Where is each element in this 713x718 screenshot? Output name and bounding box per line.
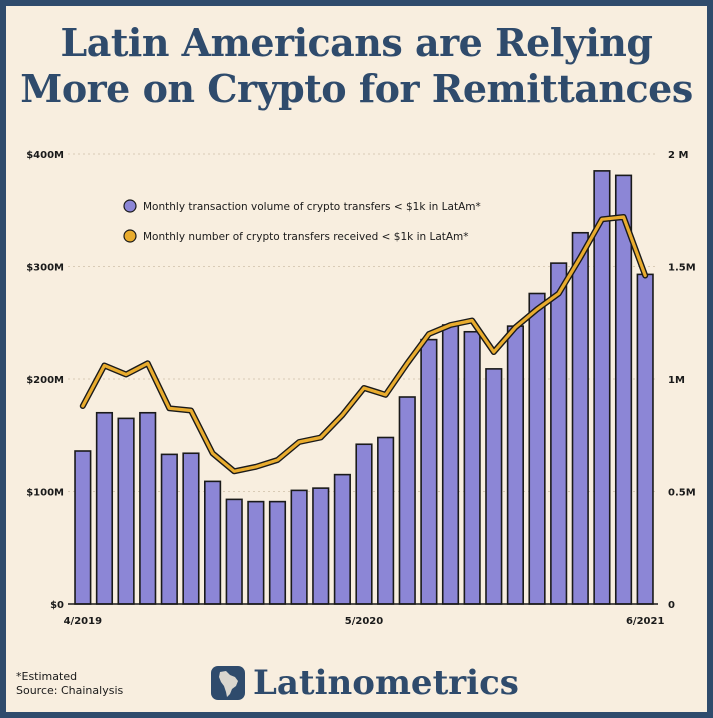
y-left-tick-label: $0 — [50, 600, 64, 611]
footnote-source: Source: Chainalysis — [16, 684, 124, 697]
y-left-tick-label: $100M — [26, 488, 64, 499]
bar — [139, 411, 157, 605]
bar — [398, 396, 416, 605]
x-tick-label: 6/2021 — [626, 616, 664, 627]
bar — [463, 330, 481, 605]
bar — [247, 500, 265, 605]
y-right-tick-label: 2 M — [668, 150, 688, 161]
y-right-tick-label: 1M — [668, 375, 685, 386]
bar — [225, 498, 243, 605]
footnote: *Estimated Source: Chainalysis — [16, 670, 123, 698]
y-left-tick-label: $400M — [26, 150, 64, 161]
bar — [377, 436, 395, 605]
bar — [528, 292, 546, 605]
legend-label-bars: Monthly transaction volume of crypto tra… — [143, 201, 481, 213]
bar — [593, 170, 611, 605]
bar — [550, 262, 568, 605]
title-line-1: Latin Americans are Relying — [60, 20, 653, 65]
bar — [636, 273, 654, 605]
bar — [485, 368, 503, 605]
latin-america-map-icon — [211, 666, 245, 700]
y-left-tick-label: $200M — [26, 375, 64, 386]
bar — [420, 338, 438, 605]
bar — [74, 450, 92, 605]
bar — [333, 473, 351, 605]
line-series — [81, 215, 647, 473]
bar — [160, 453, 178, 605]
legend-label-line: Monthly number of crypto transfers recei… — [143, 231, 469, 243]
combo-chart: $0 $100M $200M $300M $400M 0 0.5M 1M 1.5M 2 M 4/20… — [26, 150, 696, 627]
bar — [95, 411, 114, 605]
legend-swatch-line — [123, 229, 137, 243]
bar — [290, 489, 308, 605]
bar — [441, 324, 460, 605]
y-right-tick-label: 0.5M — [668, 488, 696, 499]
bar — [312, 487, 330, 605]
bar — [506, 325, 524, 605]
y-right-tick-label: 1.5M — [668, 263, 696, 274]
legend-swatch-bars — [123, 199, 137, 213]
bar — [204, 480, 222, 605]
title-line-2: More on Crypto for Remittances — [20, 66, 693, 111]
brand-name: Latinometrics — [253, 663, 519, 703]
x-tick-label: 5/2020 — [345, 616, 383, 627]
footnote-estimated: *Estimated — [16, 670, 78, 683]
bar — [117, 417, 135, 605]
bar — [355, 443, 373, 605]
y-right-tick-label: 0 — [668, 600, 675, 611]
chart-panel: Latin Americans are Relying More on Cryp… — [6, 6, 707, 712]
x-tick-label: 4/2019 — [64, 616, 102, 627]
bar — [182, 452, 200, 605]
page-title: Latin Americans are Relying More on Cryp… — [6, 20, 707, 112]
y-left-tick-label: $300M — [26, 263, 64, 274]
bar — [571, 231, 589, 605]
brand: Latinometrics — [211, 661, 519, 705]
bar — [268, 500, 287, 605]
